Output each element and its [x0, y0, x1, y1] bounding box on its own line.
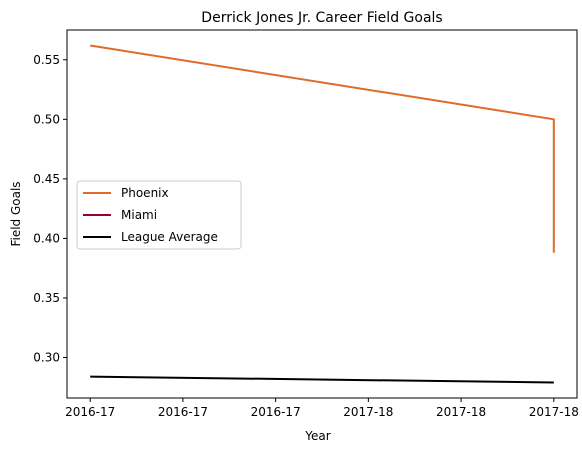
x-tick-label: 2017-18	[343, 405, 393, 419]
x-tick-label: 2017-18	[529, 405, 579, 419]
plot-frame	[66, 29, 578, 399]
y-tick-label: 0.45	[33, 172, 60, 186]
y-tick-label: 0.35	[33, 291, 60, 305]
legend-label: Phoenix	[121, 186, 169, 200]
y-tick-label: 0.30	[33, 351, 60, 365]
legend-box	[76, 180, 242, 250]
legend-label: Miami	[121, 208, 157, 222]
chart-title: Derrick Jones Jr. Career Field Goals	[201, 10, 442, 26]
x-tick-label: 2016-17	[251, 405, 301, 419]
legend: Phoenix Miami League Average	[76, 180, 242, 250]
legend-label: League Average	[121, 230, 218, 244]
x-tick-label: 2016-17	[158, 405, 208, 419]
series-line-2	[90, 375, 554, 384]
y-tick-label: 0.40	[33, 231, 60, 245]
series-line-0	[90, 44, 555, 253]
y-tick-label: 0.50	[33, 112, 60, 126]
x-tick-label: 2017-18	[436, 405, 486, 419]
x-axis-label: Year	[304, 429, 330, 443]
y-tick-label: 0.55	[33, 53, 60, 67]
x-tick-label: 2016-17	[65, 405, 115, 419]
y-axis-label: Field Goals	[9, 181, 23, 246]
